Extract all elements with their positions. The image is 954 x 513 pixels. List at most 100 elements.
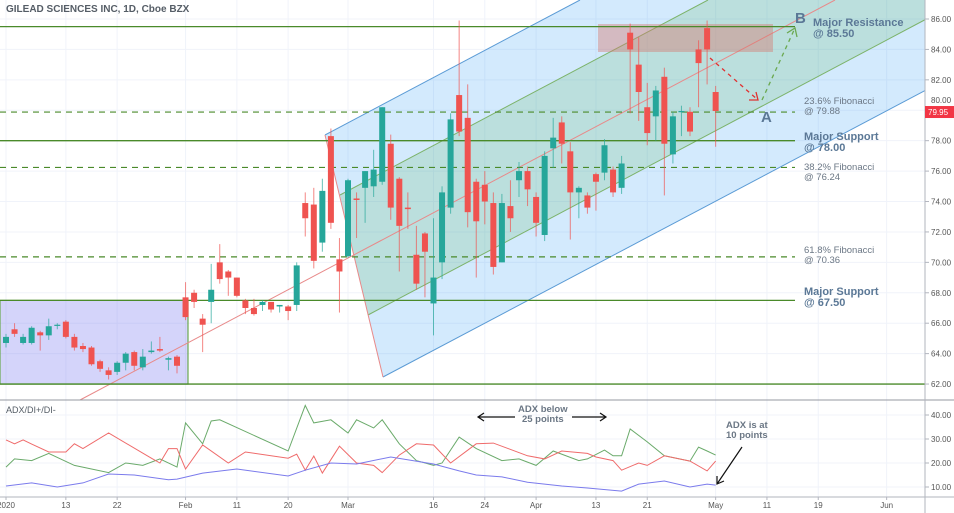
point-a-label: A (761, 109, 772, 126)
candle-body (208, 289, 215, 302)
fib-236-line2: @ 79.88 (804, 106, 841, 117)
major-resistance-label: Major Resistance @ 85.50 (813, 18, 903, 40)
adx-is-at-line1: ADX is at (726, 420, 768, 431)
candle (627, 23, 634, 114)
drawings (0, 0, 926, 401)
candle-body (199, 318, 206, 325)
candle (379, 107, 386, 185)
candle (293, 262, 300, 312)
candle-body (524, 171, 531, 190)
candle (174, 355, 180, 374)
candle-body (507, 206, 514, 219)
candle-body (345, 180, 351, 257)
candle (139, 349, 146, 371)
candle-body (439, 192, 446, 263)
candle (233, 277, 240, 298)
price-tick-label: 68.00 (931, 289, 952, 298)
candle (533, 192, 540, 237)
time-tick-label: Mar (341, 501, 355, 510)
inner-channel-fill (340, 0, 925, 315)
candle (28, 326, 35, 345)
candle (669, 111, 676, 164)
major-support-78-line2: @ 78.00 (804, 142, 846, 154)
candle-body (353, 198, 360, 200)
candle (712, 85, 719, 147)
time-tick-label: Jun (880, 501, 893, 510)
candle-body (62, 321, 69, 337)
inner-channel-lower-line (367, 19, 926, 316)
candle (345, 178, 351, 258)
candle (310, 187, 317, 269)
candle (97, 359, 104, 372)
time-tick-label: 21 (643, 501, 652, 510)
candle (276, 304, 283, 313)
candle-body (114, 362, 121, 372)
candle-body (11, 329, 18, 334)
major-resistance-line2: @ 85.50 (813, 28, 855, 40)
adx-series-line (5, 432, 717, 475)
candle-body (216, 262, 223, 280)
last-price-label: 79.95 (928, 108, 949, 117)
candle-body (54, 324, 61, 326)
candle (490, 192, 497, 275)
right-arrow-icon (572, 412, 608, 422)
candle-body (156, 349, 163, 351)
candle (618, 155, 625, 194)
candle-body (695, 49, 702, 64)
candle (567, 142, 574, 240)
candle (319, 178, 326, 252)
major-support-675-label: Major Support @ 67.50 (804, 287, 879, 309)
adx-pane (0, 399, 954, 492)
candle (3, 333, 9, 348)
price-tick-label: 86.00 (931, 15, 952, 24)
candle (464, 84, 471, 228)
candle (336, 238, 343, 313)
candle-body (447, 119, 454, 208)
candle (661, 67, 668, 196)
candle (362, 171, 369, 223)
fib-618-line1: 61.8% Fibonacci (804, 245, 875, 256)
candle-body (541, 155, 548, 235)
adx-tick-label: 20.00 (931, 459, 952, 468)
candle (421, 231, 428, 298)
candle (592, 172, 599, 211)
candle (575, 186, 582, 219)
candle (54, 323, 61, 330)
price-tick-label: 82.00 (931, 76, 952, 85)
candle-body (139, 356, 146, 368)
adx-indicator-title[interactable]: ADX/DI+/DI- (6, 405, 56, 415)
candle (481, 171, 488, 225)
candle (498, 193, 505, 263)
projection-arrows (709, 26, 798, 101)
candle (88, 346, 95, 366)
candle (191, 289, 198, 308)
candle (105, 367, 112, 380)
price-tick-label: 80.00 (931, 96, 952, 105)
candle-body (268, 301, 275, 310)
candle (250, 298, 257, 316)
candle-body (456, 95, 463, 132)
candle (558, 116, 565, 164)
candle (199, 314, 206, 353)
time-tick-label: Feb (179, 501, 193, 510)
candle (516, 161, 522, 197)
candle (37, 330, 44, 351)
candle-body (516, 171, 522, 181)
adx-below-line2: 25 points (521, 414, 564, 425)
candle (439, 186, 446, 280)
candle (268, 301, 275, 313)
candle-body (652, 90, 659, 117)
fib-382-line2: @ 76.24 (804, 172, 841, 183)
price-tick-label: 72.00 (931, 228, 952, 237)
price-tick-label: 84.00 (931, 45, 952, 54)
candle-body (712, 92, 719, 112)
candle-body (627, 32, 634, 50)
candle (208, 263, 215, 324)
candle (456, 20, 463, 137)
candle-body (498, 203, 505, 263)
candle-body (618, 163, 625, 188)
candle-body (421, 233, 428, 252)
levels (0, 25, 925, 385)
